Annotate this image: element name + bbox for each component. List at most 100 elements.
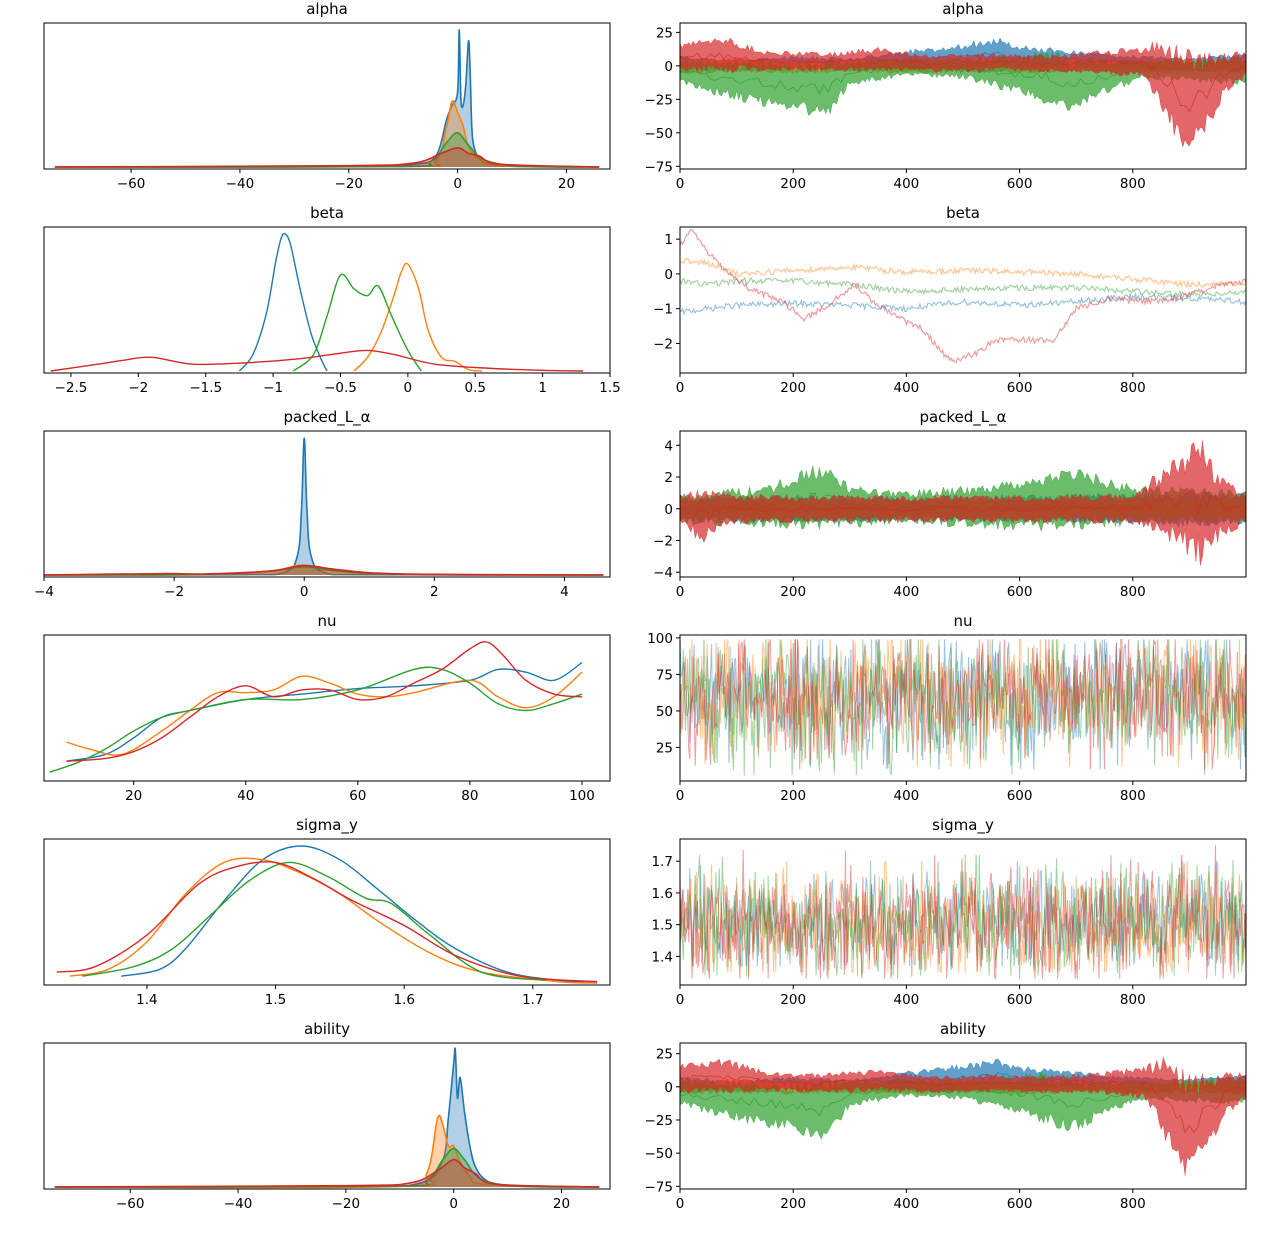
x-tick-label: 0 — [676, 1196, 685, 1212]
series-3-line — [49, 666, 583, 773]
plot-area — [680, 638, 1246, 776]
series-1-line — [121, 845, 598, 984]
series-4-line — [56, 861, 598, 983]
plot-area — [54, 29, 600, 169]
x-tick-label: 200 — [780, 176, 806, 192]
axes-frame — [43, 430, 611, 578]
series-4-line — [680, 52, 1246, 113]
series-4-line — [54, 147, 600, 168]
x-tick-label: 1.5 — [599, 380, 620, 396]
series-1-line — [680, 861, 1246, 968]
series-2-fill — [54, 1115, 600, 1188]
y-tick-label: −75 — [645, 159, 674, 175]
panel-title: alpha — [306, 0, 348, 18]
x-tick-label: −60 — [117, 176, 146, 192]
series-1-fill — [54, 1048, 600, 1187]
series-4-line — [680, 490, 1246, 518]
x-tick-label: 200 — [780, 788, 806, 804]
y-tick-label: 4 — [664, 438, 673, 454]
x-tick-label: −1 — [263, 380, 283, 396]
x-tick-label: 0.5 — [464, 380, 485, 396]
series-1-line — [44, 437, 604, 576]
series-1-line — [54, 1047, 600, 1188]
x-tick-label: 80 — [461, 788, 478, 804]
series-2-fill — [54, 100, 600, 168]
x-tick-label: 0 — [676, 788, 685, 804]
x-tick-label: 800 — [1120, 788, 1146, 804]
x-tick-label: −2 — [164, 584, 184, 600]
y-tick-label: 0 — [664, 502, 673, 518]
panel-trace-1: beta 0 200 400 600 800 1 0 −1 −2 — [653, 204, 1247, 396]
panel-trace-3: nu 0 200 400 600 800 100 75 50 25 — [647, 612, 1247, 804]
axes-frame — [43, 634, 611, 782]
y-tick-label: −2 — [653, 336, 673, 352]
panel-trace-4: sigma_y 0 200 400 600 800 1.7 1.6 1.5 1.4 — [652, 816, 1247, 1008]
series-1-line — [66, 661, 583, 762]
y-tick-label: 1.5 — [652, 918, 673, 934]
panel-title: ability — [940, 1020, 986, 1038]
series-4-line — [680, 1074, 1246, 1134]
y-tick-label: 1.7 — [652, 854, 673, 870]
panel-trace-0: alpha 0 200 400 600 800 25 0 −25 −50 −75 — [645, 0, 1247, 192]
x-tick-label: 0 — [676, 380, 685, 396]
x-tick-label: 200 — [780, 992, 806, 1008]
x-tick-label: 2 — [430, 584, 439, 600]
series-4-band — [680, 440, 1246, 566]
axes-frame — [679, 838, 1247, 986]
x-tick-label: 1.4 — [136, 992, 157, 1008]
series-3-fill — [44, 566, 604, 575]
series-3-line — [680, 276, 1246, 298]
series-2-line — [54, 100, 600, 169]
y-tick-label: −4 — [653, 565, 673, 581]
series-4-line — [66, 641, 583, 762]
y-tick-label: −50 — [645, 1146, 674, 1162]
panel-trace-2: packed_L_α 0 200 400 600 800 4 2 0 −2 −4 — [653, 408, 1247, 600]
x-tick-label: 200 — [780, 584, 806, 600]
panel-title: sigma_y — [932, 816, 994, 835]
y-tick-label: −2 — [653, 534, 673, 550]
series-2-line — [69, 857, 598, 984]
x-tick-label: 1 — [538, 380, 547, 396]
plot-area — [49, 641, 583, 773]
axes-frame — [679, 1042, 1247, 1190]
series-1-line — [238, 232, 328, 372]
x-tick-label: 600 — [1007, 1196, 1033, 1212]
series-4-line — [50, 349, 584, 372]
panel-title: nu — [317, 612, 336, 630]
series-4-line — [680, 638, 1246, 770]
y-tick-label: 100 — [647, 631, 673, 647]
plot-area — [680, 845, 1246, 981]
series-1-fill — [54, 29, 600, 168]
x-tick-label: 40 — [237, 788, 254, 804]
axes-frame — [679, 22, 1247, 170]
series-4-fill — [54, 1159, 600, 1187]
x-tick-label: 0 — [676, 176, 685, 192]
plot-area — [680, 37, 1246, 148]
series-4-fill — [54, 147, 600, 167]
series-4-line — [680, 229, 1246, 364]
series-2-line — [66, 671, 583, 756]
x-tick-label: 400 — [894, 176, 920, 192]
series-3-fill — [54, 1148, 600, 1188]
series-2-line — [680, 257, 1246, 289]
plot-area — [50, 232, 584, 372]
panel-title: beta — [946, 204, 980, 222]
x-tick-label: 4 — [560, 584, 569, 600]
series-4-line — [680, 845, 1246, 981]
y-tick-label: −75 — [645, 1179, 674, 1195]
x-tick-label: 600 — [1007, 176, 1033, 192]
x-tick-label: 0 — [300, 584, 309, 600]
series-1-line — [680, 639, 1246, 770]
axes-frame — [43, 1042, 611, 1190]
series-2-line — [680, 638, 1246, 767]
x-tick-label: −4 — [34, 584, 54, 600]
series-4-line — [44, 564, 604, 576]
panel-title: packed_L_α — [283, 408, 370, 427]
panel-density-2: packed_L_α −4 −2 0 2 4 — [34, 408, 611, 600]
series-1-line — [680, 292, 1246, 316]
x-tick-label: −60 — [116, 1196, 145, 1212]
series-4-band — [680, 37, 1246, 148]
x-tick-label: 0 — [676, 584, 685, 600]
plot-area — [56, 845, 598, 984]
